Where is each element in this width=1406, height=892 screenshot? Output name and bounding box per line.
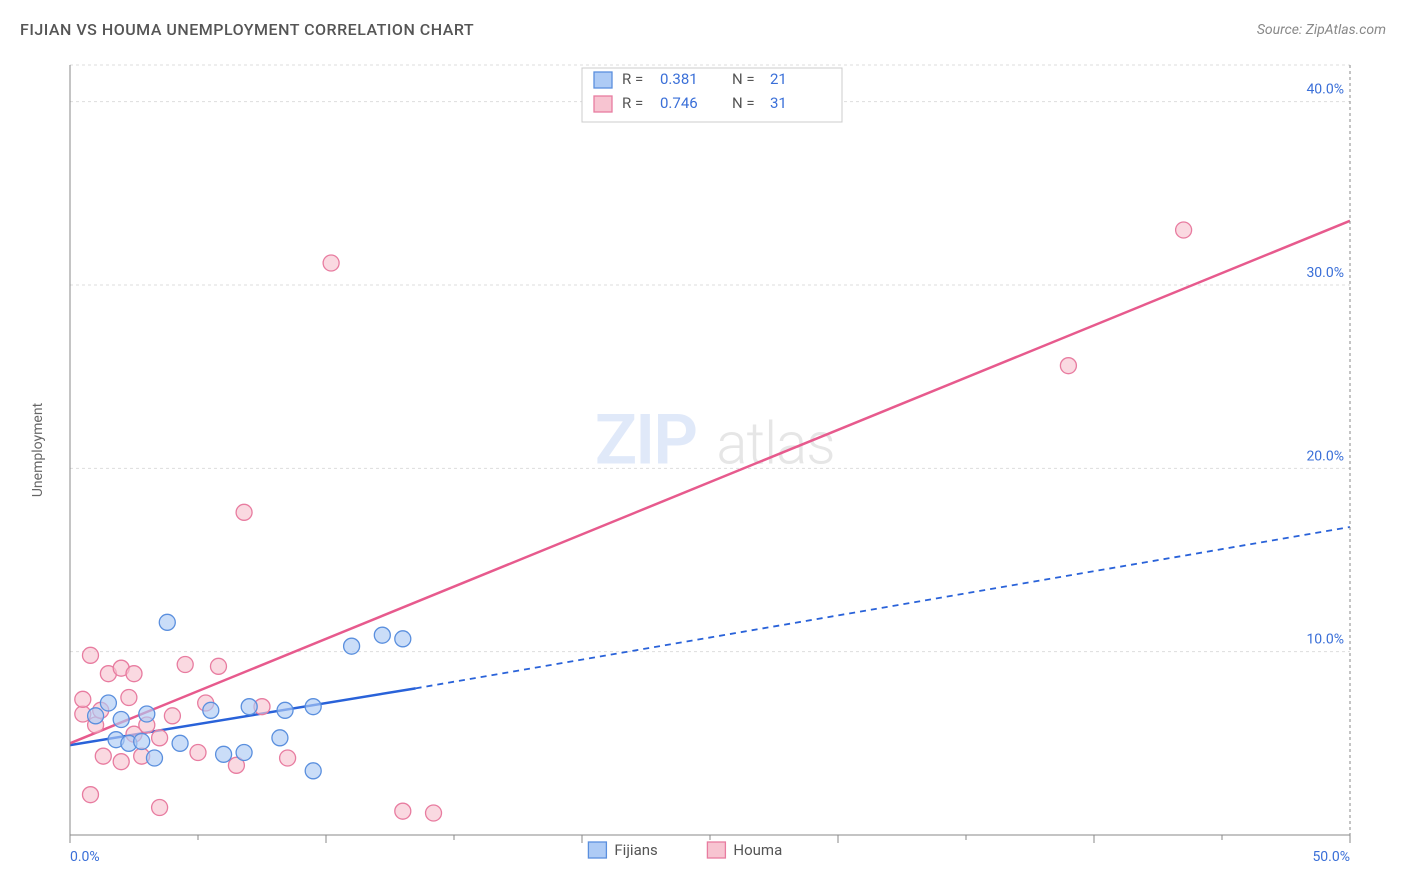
data-point-houma: [164, 708, 180, 724]
chart-container: ZIP atlas 0.0% 50.0% 10.0% 20.0% 30.0% 40.0% Une…: [20, 55, 1386, 872]
data-point-fijians: [100, 695, 116, 711]
data-point-fijians: [305, 699, 321, 715]
data-point-houma: [280, 750, 296, 766]
bottom-legend-swatch: [707, 842, 725, 858]
chart-title: FIJIAN VS HOUMA UNEMPLOYMENT CORRELATION…: [20, 20, 474, 39]
data-point-houma: [152, 800, 168, 816]
data-point-houma: [113, 754, 129, 770]
data-point-fijians: [139, 706, 155, 722]
y-tick-label: 10.0%: [1306, 632, 1344, 648]
data-point-fijians: [216, 746, 232, 762]
chart-header: FIJIAN VS HOUMA UNEMPLOYMENT CORRELATION…: [20, 20, 1386, 39]
bottom-legend-swatch: [588, 842, 606, 858]
data-point-fijians: [241, 699, 257, 715]
scatter-chart: ZIP atlas 0.0% 50.0% 10.0% 20.0% 30.0% 40.0% Une…: [20, 55, 1386, 872]
y-tick-label: 30.0%: [1306, 265, 1344, 281]
y-axis-label: Unemployment: [30, 402, 46, 497]
data-point-houma: [82, 787, 98, 803]
data-point-fijians: [305, 763, 321, 779]
data-point-houma: [323, 255, 339, 271]
data-point-houma: [426, 805, 442, 821]
legend-stat-label: R =: [622, 70, 643, 88]
trendline-houma: [70, 221, 1350, 744]
data-point-houma: [1060, 358, 1076, 374]
data-point-fijians: [203, 702, 219, 718]
data-point-houma: [126, 666, 142, 682]
legend-stat-label: N =: [732, 70, 755, 88]
data-point-fijians: [236, 745, 252, 761]
trendline-fijians-dashed: [416, 527, 1350, 688]
data-point-fijians: [344, 638, 360, 654]
data-point-fijians: [113, 712, 129, 728]
data-point-houma: [152, 730, 168, 746]
y-tick-label: 20.0%: [1306, 448, 1344, 464]
data-point-houma: [395, 803, 411, 819]
legend-stat-label: N =: [732, 94, 755, 112]
data-point-fijians: [159, 614, 175, 630]
data-point-houma: [82, 647, 98, 663]
legend-stat-label: R =: [622, 94, 643, 112]
x-tick-label: 50.0%: [1312, 849, 1350, 865]
watermark: ZIP: [595, 399, 696, 481]
legend-r-value: 0.381: [660, 70, 698, 88]
x-tick-label: 0.0%: [70, 849, 100, 865]
legend-n-value: 31: [770, 94, 787, 112]
data-point-fijians: [172, 735, 188, 751]
data-point-fijians: [277, 702, 293, 718]
legend-r-value: 0.746: [660, 94, 698, 112]
legend-swatch: [594, 72, 612, 88]
data-point-houma: [190, 745, 206, 761]
legend-n-value: 21: [770, 70, 787, 88]
data-point-fijians: [272, 730, 288, 746]
legend-swatch: [594, 96, 612, 112]
stats-legend: [582, 68, 842, 122]
data-point-houma: [236, 504, 252, 520]
data-point-fijians: [146, 750, 162, 766]
data-point-houma: [95, 748, 111, 764]
data-point-fijians: [395, 631, 411, 647]
chart-source: Source: ZipAtlas.com: [1257, 22, 1386, 38]
bottom-legend-label: Houma: [733, 841, 782, 859]
data-point-houma: [75, 691, 91, 707]
data-point-fijians: [134, 734, 150, 750]
data-point-houma: [177, 657, 193, 673]
watermark: atlas: [716, 410, 834, 478]
data-point-fijians: [374, 627, 390, 643]
data-point-houma: [121, 690, 137, 706]
data-point-fijians: [88, 708, 104, 724]
y-tick-label: 40.0%: [1306, 82, 1344, 98]
data-point-houma: [1176, 222, 1192, 238]
data-point-houma: [210, 658, 226, 674]
bottom-legend-label: Fijians: [614, 841, 657, 859]
